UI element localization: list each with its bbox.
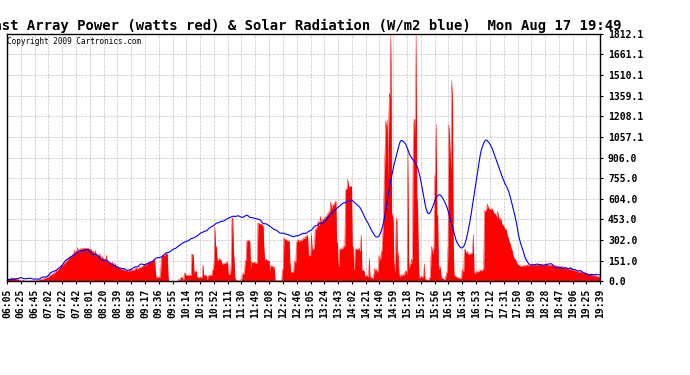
Text: Copyright 2009 Cartronics.com: Copyright 2009 Cartronics.com [8, 38, 141, 46]
Title: East Array Power (watts red) & Solar Radiation (W/m2 blue)  Mon Aug 17 19:49: East Array Power (watts red) & Solar Rad… [0, 18, 622, 33]
